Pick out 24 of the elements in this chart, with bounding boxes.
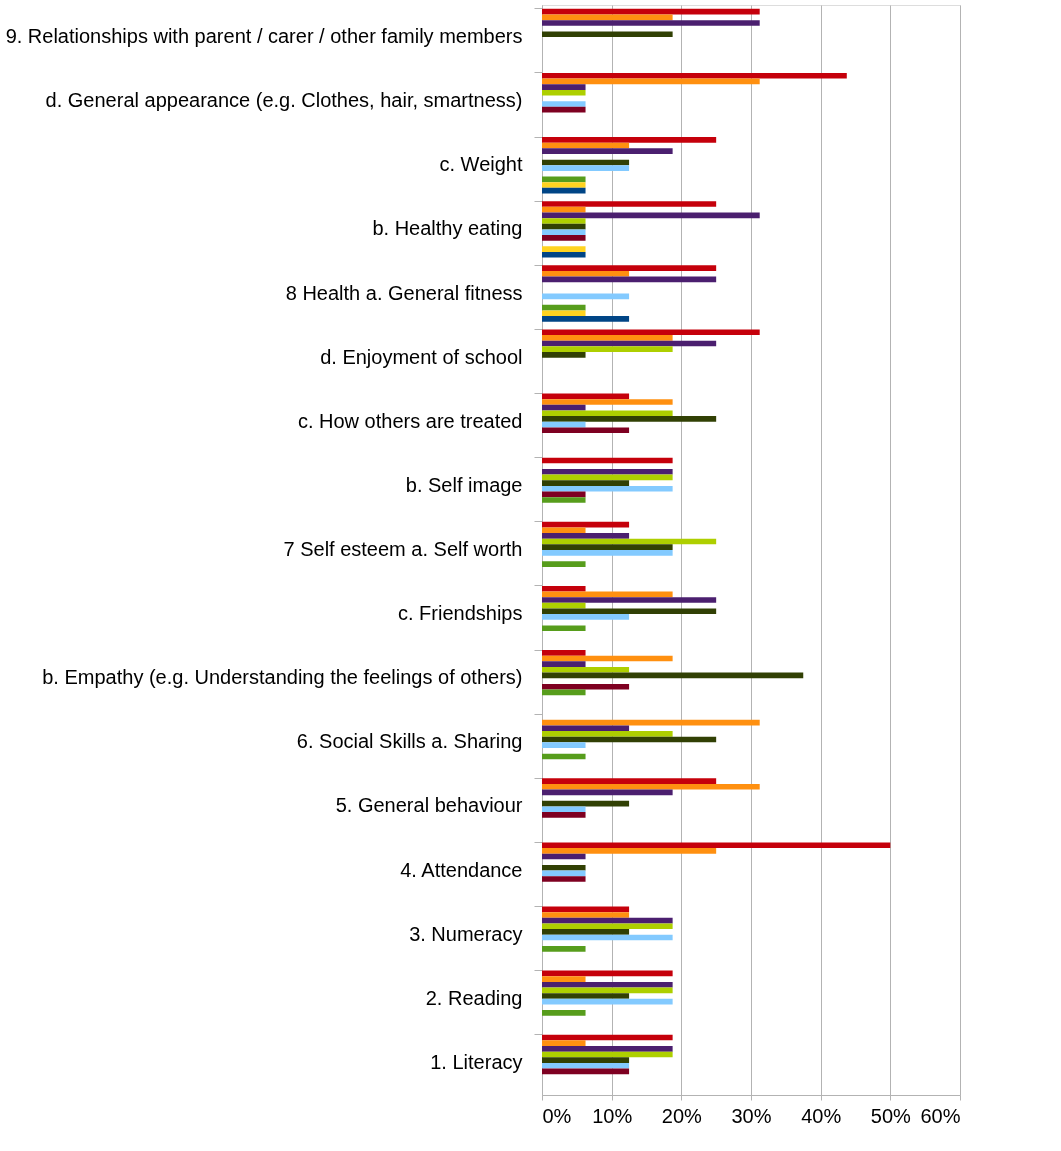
- y-tick-label: 3. Numeracy: [409, 922, 523, 945]
- y-tick-label: 1. Literacy: [430, 1050, 523, 1073]
- y-tick-label: c. Friendships: [398, 602, 523, 625]
- x-tick-label: 30%: [731, 1104, 772, 1127]
- y-tick-label: c. Weight: [439, 153, 523, 176]
- x-tick-label: 0%: [542, 1104, 572, 1127]
- y-tick-label: d. Enjoyment of school: [320, 345, 523, 368]
- y-tick-label: 7 Self esteem a. Self worth: [283, 538, 523, 560]
- y-tick-label: 5. General behaviour: [335, 794, 523, 817]
- y-tick-label: c. How others are treated: [297, 409, 523, 432]
- x-tick-label: 10%: [592, 1104, 633, 1127]
- y-tick-label: b. Self image: [405, 473, 523, 496]
- y-tick-label: 2. Reading: [425, 986, 523, 1009]
- y-tick-label: 4. Attendance: [400, 858, 523, 881]
- x-tick-label: 50%: [870, 1104, 912, 1127]
- y-tick-label: 9. Relationships with parent / carer / other family members: [5, 25, 523, 48]
- x-tick-label: 40%: [801, 1104, 842, 1127]
- y-tick-label: 6. Social Skills a. Sharing: [296, 730, 523, 753]
- y-tick-label: 8 Health a. General fitness: [285, 281, 523, 304]
- x-tick-label: 20%: [661, 1104, 703, 1127]
- y-tick-label: b. Empathy (e.g. Understanding the feelings of others): [42, 666, 523, 689]
- x-tick-label: 60%: [920, 1104, 961, 1127]
- y-tick-label: b. Healthy eating: [372, 217, 523, 240]
- y-tick-label: d. General appearance (e.g. Clothes, hair, smartness): [45, 89, 523, 112]
